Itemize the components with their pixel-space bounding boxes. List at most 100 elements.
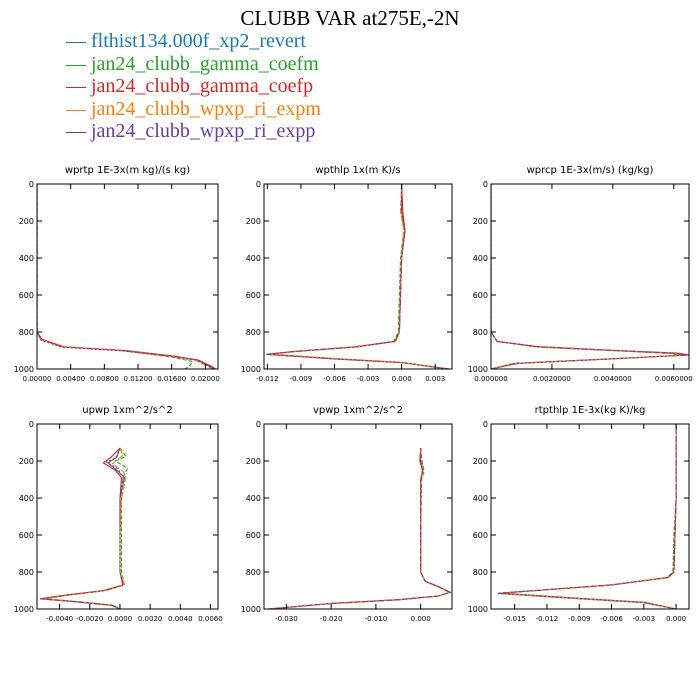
series-line — [268, 184, 450, 369]
x-tick-label: -0.012 — [256, 375, 279, 383]
chart-title: rtpthlp 1E-3x(kg K)/kg — [535, 405, 646, 416]
series-line — [268, 448, 452, 609]
legend-swatch: — — [66, 30, 91, 52]
chart-panel: upwp 1xm^2/s^2 0 200 400 600 800 1000 -0.0040 -0… — [14, 405, 223, 623]
chart-title: vpwp 1xm^2/s^2 — [313, 405, 403, 416]
series-line — [44, 447, 129, 609]
x-tick-label: 0.0060 — [198, 615, 223, 623]
y-tick-label: 600 — [473, 291, 488, 300]
y-tick-label: 0 — [256, 420, 261, 429]
plot-frame — [490, 423, 690, 610]
chart-title: upwp 1xm^2/s^2 — [82, 405, 172, 416]
series-line — [491, 184, 689, 369]
chart-panel: rtpthlp 1E-3x(kg K)/kg 0 200 400 600 800 1000 -… — [468, 405, 690, 623]
y-tick-label: 200 — [473, 217, 488, 226]
y-tick-label: 0 — [256, 180, 261, 189]
x-tick-label: 0.003 — [425, 375, 445, 383]
series-line — [499, 424, 677, 609]
y-tick-label: 400 — [19, 254, 34, 263]
plot-frame — [36, 423, 219, 610]
chart-panel: vpwp 1xm^2/s^2 0 200 400 600 800 1000 -0.030 -0.… — [241, 405, 453, 623]
y-tick-label: 600 — [246, 291, 261, 300]
legend-label: jan24_clubb_wpxp_ri_expp — [91, 120, 316, 142]
x-tick-label: 0.000000 — [474, 375, 507, 383]
x-tick-label: 0.00400 — [56, 375, 85, 383]
x-tick-label: 0.01600 — [157, 375, 186, 383]
x-tick-label: 0.0000 — [108, 615, 133, 623]
legend-swatch: — — [66, 120, 91, 142]
y-tick-label: 600 — [19, 531, 34, 540]
y-tick-label: 800 — [19, 568, 34, 577]
series-line — [491, 184, 687, 369]
y-tick-label: 800 — [19, 328, 34, 337]
x-tick-label: 0.01200 — [124, 375, 153, 383]
series-line — [498, 424, 677, 609]
x-tick-label: 0.000 — [392, 375, 412, 383]
x-tick-label: -0.006 — [323, 375, 346, 383]
y-tick-label: 1000 — [14, 365, 34, 374]
x-tick-label: -0.030 — [275, 615, 298, 623]
series-line — [41, 447, 126, 609]
y-tick-label: 400 — [473, 254, 488, 263]
legend-label: jan24_clubb_gamma_coefp — [91, 75, 314, 97]
legend-item: — jan24_clubb_gamma_coefp — [66, 75, 321, 98]
x-tick-label: -0.015 — [503, 615, 526, 623]
series-line — [39, 447, 124, 609]
x-tick-label: 0.0020000 — [533, 375, 571, 383]
legend: — flthist134.000f_xp2_revert — jan24_clu… — [66, 30, 321, 143]
series-line — [41, 447, 124, 609]
y-tick-label: 800 — [473, 568, 488, 577]
x-tick-label: -0.009 — [290, 375, 313, 383]
chart-title: wprtp 1E-3x(m kg)/(s kg) — [65, 165, 190, 176]
series-line — [266, 184, 449, 369]
plot-frame — [263, 423, 453, 610]
series-line — [37, 184, 216, 369]
y-tick-label: 200 — [246, 217, 261, 226]
legend-item: — jan24_clubb_wpxp_ri_expp — [66, 120, 321, 143]
y-tick-label: 600 — [246, 531, 261, 540]
x-tick-label: -0.006 — [600, 615, 623, 623]
y-tick-label: 600 — [473, 531, 488, 540]
series-line — [497, 424, 677, 609]
x-tick-label: 0.02000 — [191, 375, 220, 383]
plot-frame — [36, 183, 219, 370]
series-line — [37, 184, 215, 369]
legend-swatch: — — [66, 97, 91, 120]
y-tick-label: 200 — [19, 217, 34, 226]
legend-swatch: — — [66, 52, 91, 75]
x-tick-label: -0.012 — [536, 615, 559, 623]
y-tick-label: 0 — [483, 420, 488, 429]
series-line — [491, 184, 687, 369]
y-tick-label: 400 — [246, 254, 261, 263]
chart-panel: wpthlp 1x(m K)/s 0 200 400 600 800 1000-0.012 -… — [241, 165, 453, 383]
legend-label: flthist134.000f_xp2_revert — [91, 30, 306, 52]
legend-item: — jan24_clubb_wpxp_ri_expm — [66, 98, 321, 121]
figure-title: CLUBB VAR at275E,-2N — [240, 6, 460, 30]
x-tick-label: 0.0040000 — [594, 375, 632, 383]
x-tick-label: 0.0040 — [168, 615, 193, 623]
series-line — [37, 184, 214, 369]
x-tick-label: -0.003 — [633, 615, 656, 623]
legend-label: jan24_clubb_wpxp_ri_expm — [91, 97, 321, 120]
series-line — [267, 184, 449, 369]
chart-panel: wprcp 1E-3x(m/s) (kg/kg) 0 200 400 600 800 100… — [468, 165, 693, 383]
x-tick-label: 0.00000 — [23, 375, 52, 383]
y-tick-label: 1000 — [241, 605, 261, 614]
legend-swatch: — — [66, 75, 91, 97]
chart-title: wpthlp 1x(m K)/s — [315, 165, 400, 176]
chart-panel: wprtp 1E-3x(m kg)/(s kg) 0 200 400 600 800 100… — [14, 165, 220, 383]
chart-title: wprcp 1E-3x(m/s) (kg/kg) — [527, 165, 654, 176]
series-line — [491, 184, 681, 369]
series-line — [37, 184, 213, 369]
plot-frame — [263, 183, 453, 370]
x-tick-label: -0.003 — [357, 375, 380, 383]
x-tick-label: -0.010 — [365, 615, 388, 623]
y-tick-label: 400 — [19, 494, 34, 503]
series-line — [269, 184, 448, 369]
series-line — [42, 447, 127, 609]
y-tick-label: 200 — [246, 457, 261, 466]
series-line — [266, 184, 447, 369]
legend-item: — flthist134.000f_xp2_revert — [66, 30, 321, 53]
y-tick-label: 1000 — [468, 605, 488, 614]
